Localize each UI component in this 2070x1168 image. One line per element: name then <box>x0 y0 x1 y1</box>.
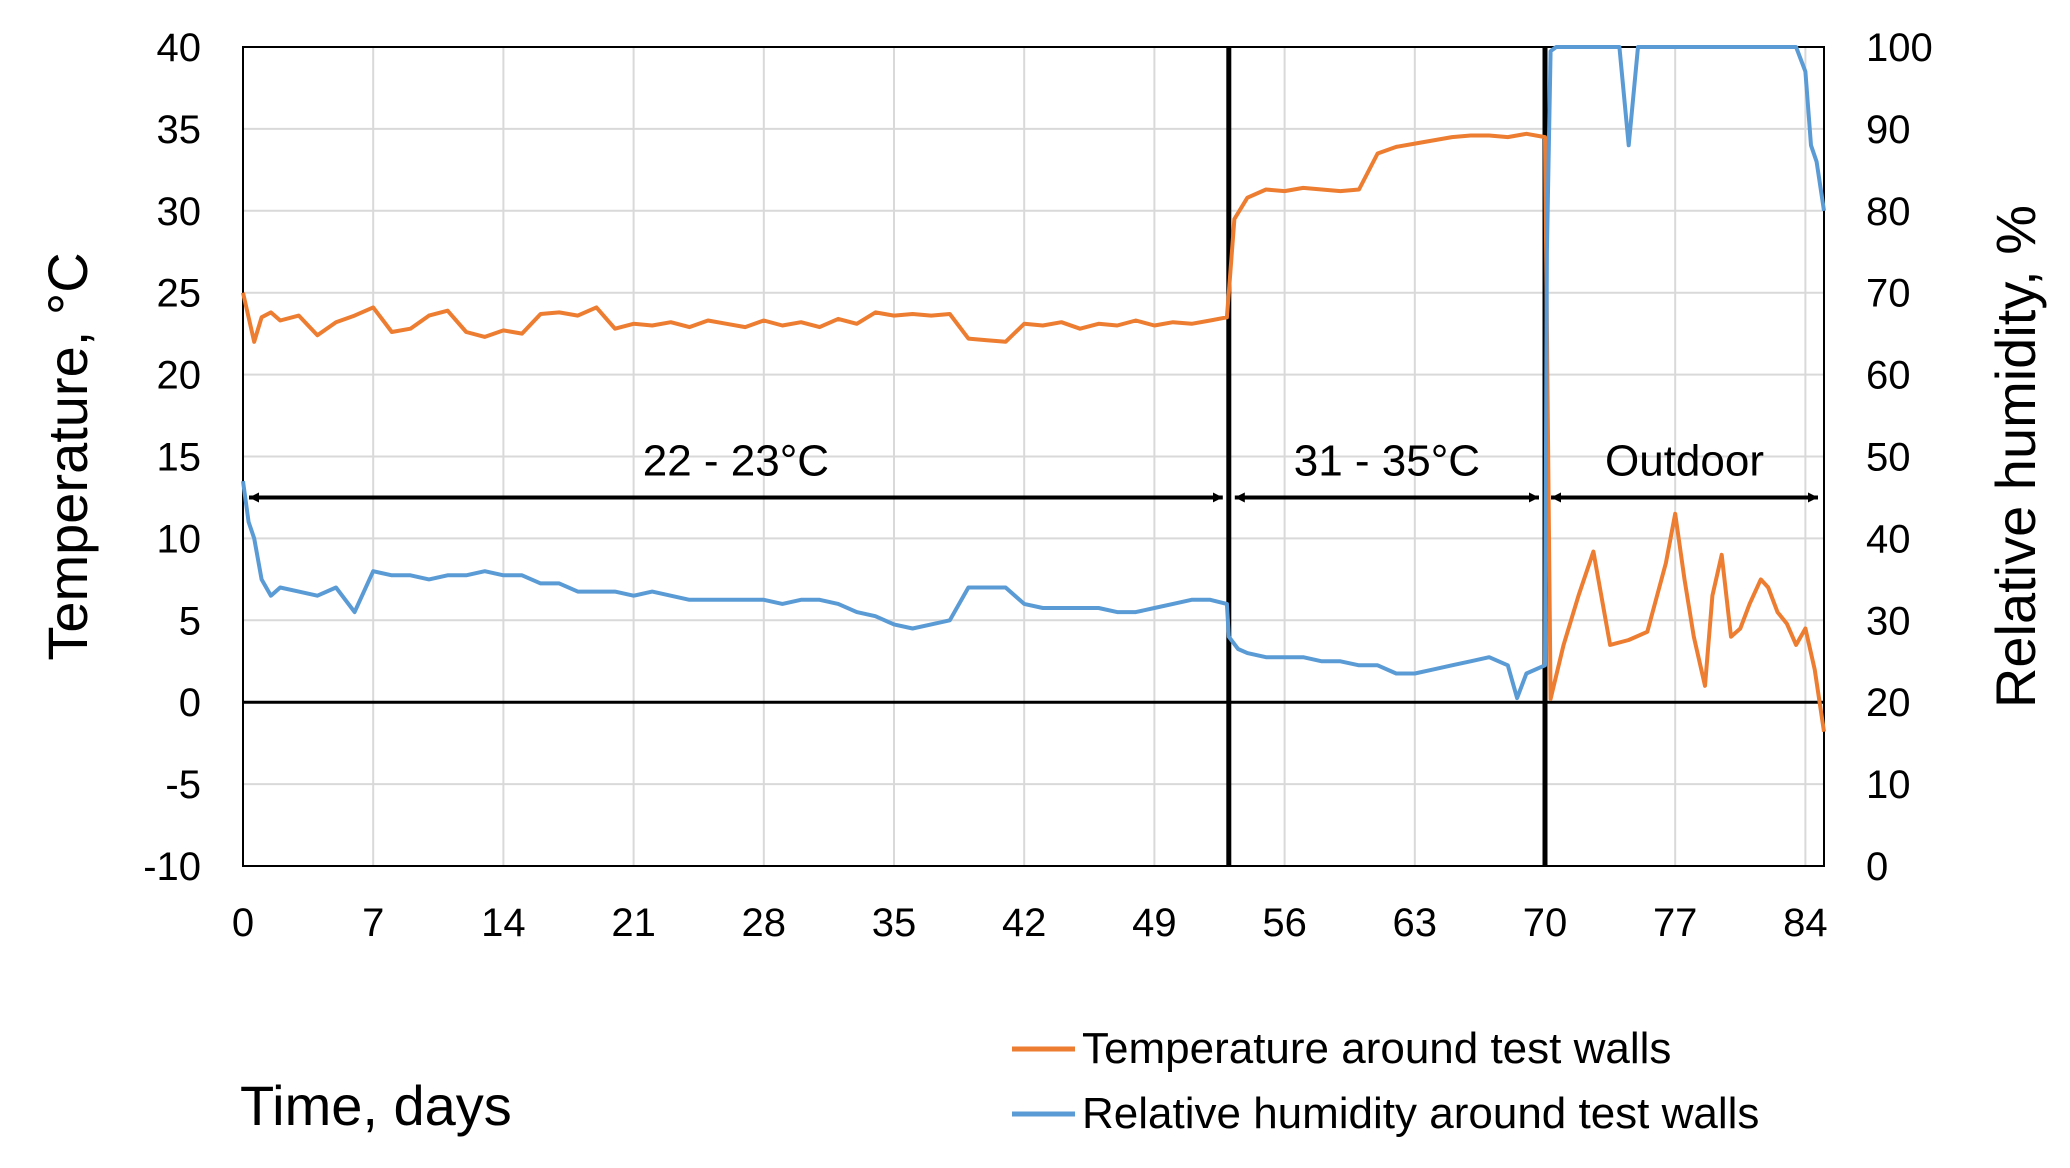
right-tick-label-1: 10 <box>1866 763 1911 807</box>
left-tick-label-0: -10 <box>143 845 201 889</box>
x-tick-label-12: 84 <box>1783 901 1828 945</box>
x-tick-label-0: 0 <box>232 901 254 945</box>
x-tick-label-8: 56 <box>1262 901 1307 945</box>
left-tick-label-1: -5 <box>165 763 201 807</box>
right-tick-label-2: 20 <box>1866 681 1911 725</box>
left-tick-label-7: 25 <box>157 272 202 316</box>
x-tick-label-2: 14 <box>481 901 526 945</box>
period-label-2: Outdoor <box>1605 436 1764 485</box>
right-axis-tick-labels: 0 10 20 30 40 50 60 70 80 90 100 <box>1866 26 1933 889</box>
right-tick-label-6: 60 <box>1866 354 1911 398</box>
right-tick-label-7: 70 <box>1866 272 1911 316</box>
period-label-0: 22 - 23°C <box>643 436 829 485</box>
left-tick-label-9: 35 <box>157 108 202 152</box>
left-tick-label-6: 20 <box>157 354 202 398</box>
right-tick-label-5: 50 <box>1866 436 1911 480</box>
left-axis-tick-labels: -10 -5 0 5 10 15 20 25 30 35 40 <box>143 26 201 889</box>
x-tick-label-4: 28 <box>742 901 787 945</box>
x-tick-label-7: 49 <box>1132 901 1177 945</box>
left-tick-label-2: 0 <box>179 681 201 725</box>
left-tick-label-3: 5 <box>179 599 201 643</box>
right-tick-label-9: 90 <box>1866 108 1911 152</box>
left-tick-label-10: 40 <box>157 26 202 70</box>
series-line-humidity <box>241 45 1826 701</box>
right-tick-label-3: 30 <box>1866 599 1911 643</box>
horizontal-gridlines <box>243 46 1824 867</box>
x-axis-tick-labels: 0 7 14 21 28 35 42 49 56 63 70 77 84 <box>232 901 1828 945</box>
x-tick-label-3: 21 <box>611 901 656 945</box>
x-tick-label-1: 7 <box>362 901 384 945</box>
x-tick-label-6: 42 <box>1002 901 1047 945</box>
left-tick-label-4: 10 <box>157 517 202 561</box>
period-label-1: 31 - 35°C <box>1294 436 1480 485</box>
series-line-temperature <box>241 131 1826 732</box>
x-axis-title: Time, days <box>240 1074 512 1137</box>
legend: Temperature around test walls Relative h… <box>1012 1024 1759 1138</box>
data-series <box>241 45 1826 732</box>
right-axis-title: Relative humidity, % <box>1984 205 2047 708</box>
left-axis-title: Temperature, °C <box>36 252 99 660</box>
x-tick-label-11: 77 <box>1653 901 1698 945</box>
x-tick-label-10: 70 <box>1523 901 1568 945</box>
legend-label-humidity: Relative humidity around test walls <box>1082 1089 1759 1138</box>
left-tick-label-5: 15 <box>157 436 202 480</box>
legend-label-temperature: Temperature around test walls <box>1082 1024 1671 1073</box>
x-tick-label-5: 35 <box>872 901 917 945</box>
right-tick-label-8: 80 <box>1866 190 1911 234</box>
right-tick-label-4: 40 <box>1866 517 1911 561</box>
right-tick-label-10: 100 <box>1866 26 1933 70</box>
period-annotations: 22 - 23°C 31 - 35°C Outdoor <box>249 436 1818 503</box>
x-tick-label-9: 63 <box>1393 901 1438 945</box>
right-tick-label-0: 0 <box>1866 845 1888 889</box>
plot-area-frame <box>242 46 1825 867</box>
left-tick-label-8: 30 <box>157 190 202 234</box>
